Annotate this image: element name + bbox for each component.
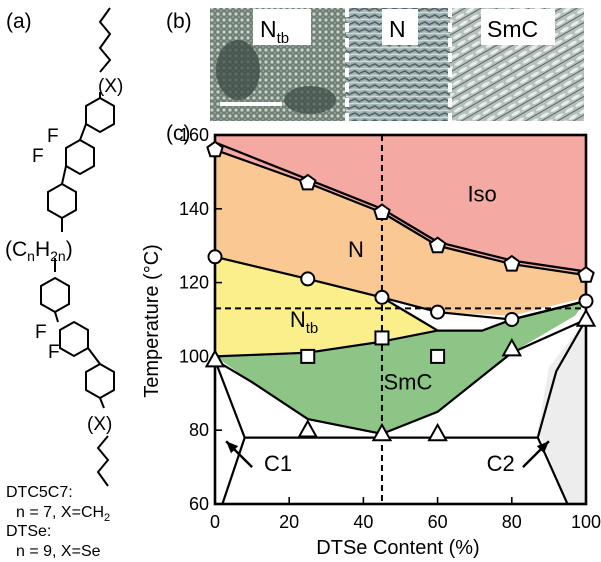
- boundary-c1-left: [215, 360, 245, 504]
- y-tick-label: 80: [189, 420, 209, 440]
- phase-label-smc: SmC: [383, 370, 432, 395]
- compound2-def: n = 9, X=Se: [16, 543, 101, 560]
- compound1-name: DTC5C7:: [6, 484, 73, 501]
- marker-circle: [375, 291, 388, 304]
- x-tick-label: 40: [353, 512, 373, 532]
- micrograph-label-smc: SmC: [487, 16, 538, 42]
- linker-formula: (CnH2n): [5, 238, 73, 264]
- fluoro-label-4: F: [48, 342, 60, 363]
- x-group-bottom: (X): [87, 414, 112, 435]
- phase-label-iso: Iso: [467, 181, 496, 206]
- x-axis-title: DTSe Content (%): [316, 537, 479, 559]
- y-tick-label: 120: [179, 273, 209, 293]
- marker-square: [431, 350, 444, 363]
- marker-circle: [431, 306, 444, 319]
- phase-label-c2: C2: [487, 451, 515, 476]
- compound2-name: DTSe:: [6, 523, 51, 540]
- y-tick-label: 100: [179, 346, 209, 366]
- scale-bar: [220, 102, 282, 106]
- y-tick-label: 160: [179, 125, 209, 145]
- x-tick-label: 60: [428, 512, 448, 532]
- marker-triangle: [299, 421, 316, 436]
- x-tick-label: 20: [279, 512, 299, 532]
- panel-label-b: (b): [166, 10, 192, 33]
- x-tick-label: 100: [571, 512, 601, 532]
- marker-square: [375, 331, 388, 344]
- y-tick-label: 60: [189, 494, 209, 514]
- phase-diagram: 0 20 40 60 80 1006080100120140160IsoNNtbSmCC1…: [179, 125, 601, 532]
- marker-triangle: [577, 311, 594, 326]
- marker-triangle: [429, 425, 446, 440]
- marker-circle: [209, 250, 222, 263]
- panel-label-a: (a): [6, 10, 32, 33]
- phase-label-c1: C1: [264, 451, 292, 476]
- phase-label-n: N: [348, 237, 364, 262]
- marker-square: [301, 350, 314, 363]
- fluoro-label-2: F: [32, 146, 44, 167]
- fluoro-label-1: F: [47, 126, 59, 147]
- fluoro-label-3: F: [35, 322, 47, 343]
- x-tick-label: 80: [502, 512, 522, 532]
- y-axis-title: Temperature (°C): [141, 244, 163, 398]
- marker-circle: [505, 313, 518, 326]
- y-tick-label: 140: [179, 199, 209, 219]
- x-group-top: (X): [98, 76, 123, 97]
- compound1-def: n = 7, X=CH2: [16, 504, 110, 524]
- marker-circle: [301, 272, 314, 285]
- x-tick-label: 0: [210, 512, 220, 532]
- marker-circle: [580, 295, 593, 308]
- micrograph-label-n: N: [389, 16, 406, 42]
